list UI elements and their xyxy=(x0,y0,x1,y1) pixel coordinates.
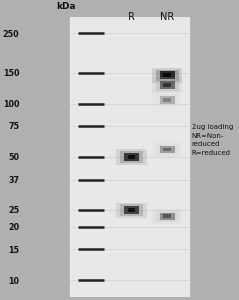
FancyBboxPatch shape xyxy=(156,211,179,222)
FancyBboxPatch shape xyxy=(152,77,182,93)
FancyBboxPatch shape xyxy=(159,213,175,220)
FancyBboxPatch shape xyxy=(163,73,171,77)
Text: R: R xyxy=(128,12,135,22)
FancyBboxPatch shape xyxy=(156,94,179,106)
Text: 2ug loading
NR=Non-
reduced
R=reduced: 2ug loading NR=Non- reduced R=reduced xyxy=(192,124,233,156)
FancyBboxPatch shape xyxy=(159,146,175,153)
Text: NR: NR xyxy=(160,12,174,22)
FancyBboxPatch shape xyxy=(128,155,135,159)
FancyBboxPatch shape xyxy=(163,98,171,102)
FancyBboxPatch shape xyxy=(120,204,143,216)
FancyBboxPatch shape xyxy=(152,68,182,83)
FancyBboxPatch shape xyxy=(163,83,171,87)
FancyBboxPatch shape xyxy=(116,149,147,165)
FancyBboxPatch shape xyxy=(124,206,139,214)
FancyBboxPatch shape xyxy=(163,214,171,218)
Bar xyxy=(71,17,189,297)
FancyBboxPatch shape xyxy=(159,71,175,79)
Text: kDa: kDa xyxy=(57,2,76,11)
FancyBboxPatch shape xyxy=(156,70,179,81)
FancyBboxPatch shape xyxy=(120,151,143,163)
FancyBboxPatch shape xyxy=(163,148,171,151)
FancyBboxPatch shape xyxy=(152,142,182,158)
FancyBboxPatch shape xyxy=(156,144,179,155)
FancyBboxPatch shape xyxy=(152,209,182,224)
FancyBboxPatch shape xyxy=(116,202,147,218)
FancyBboxPatch shape xyxy=(152,93,182,108)
FancyBboxPatch shape xyxy=(156,79,179,91)
FancyBboxPatch shape xyxy=(159,81,175,88)
FancyBboxPatch shape xyxy=(128,208,135,212)
FancyBboxPatch shape xyxy=(159,96,175,104)
FancyBboxPatch shape xyxy=(124,153,139,160)
